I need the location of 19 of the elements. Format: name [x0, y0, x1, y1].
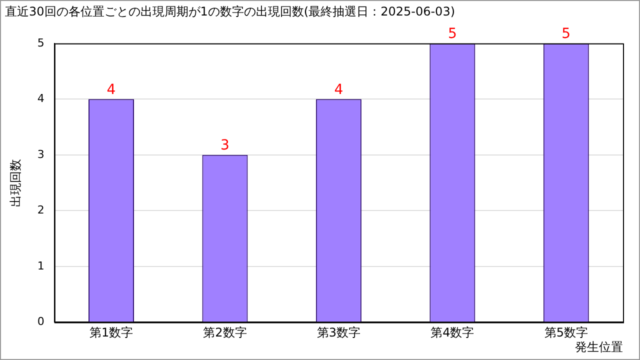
chart-title: 直近30回の各位置ごとの出現周期が1の数字の出現回数(最終抽選日：2025-06-03): [5, 4, 456, 18]
y-tick-label: 4: [37, 92, 44, 106]
y-tick-label: 0: [37, 315, 44, 328]
data-label: 5: [448, 26, 457, 42]
y-tick-label: 2: [37, 204, 44, 217]
y-tick-label: 5: [37, 36, 44, 50]
x-axis-title: 発生位置: [575, 340, 623, 354]
data-label: 3: [220, 138, 230, 154]
y-tick-label: 1: [37, 259, 44, 272]
data-label: 4: [106, 82, 116, 98]
y-tick-label: 3: [37, 148, 44, 161]
y-axis-title: 出現回数: [8, 158, 22, 207]
x-tick-label: 第1数字: [89, 326, 134, 340]
x-tick-label: 第5数字: [544, 326, 588, 340]
x-tick-label: 第3数字: [316, 326, 361, 340]
data-label: 5: [562, 26, 571, 42]
data-label: 4: [334, 82, 344, 98]
x-tick-label: 第2数字: [203, 326, 247, 340]
x-tick-label: 第4数字: [430, 326, 474, 340]
